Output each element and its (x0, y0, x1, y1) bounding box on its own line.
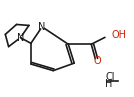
Text: Cl: Cl (105, 72, 115, 82)
Text: N: N (17, 33, 24, 43)
Text: O: O (93, 56, 101, 66)
Text: N: N (38, 22, 46, 32)
Text: OH: OH (112, 30, 127, 40)
Text: H: H (105, 79, 112, 89)
